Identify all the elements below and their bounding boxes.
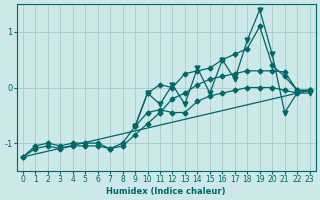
X-axis label: Humidex (Indice chaleur): Humidex (Indice chaleur) [107, 187, 226, 196]
